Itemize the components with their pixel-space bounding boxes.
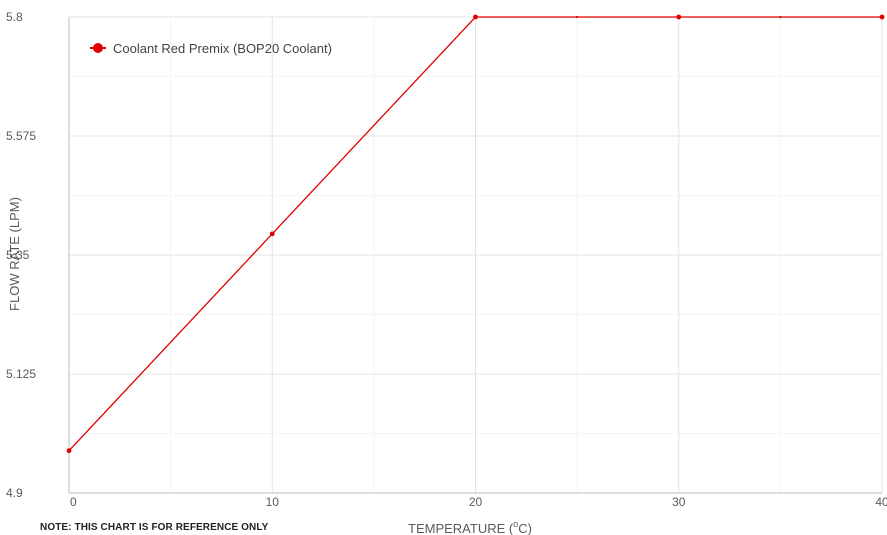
data-point — [676, 14, 682, 20]
y-tick-label: 5.575 — [6, 129, 36, 143]
y-axis-title: FLOW RATE (LPM) — [7, 197, 22, 311]
x-axis-title-unit-open: ( — [509, 521, 514, 535]
series-layer — [66, 14, 885, 454]
tick-labels: 4.9 5.125 5.35 5.575 5.8 0 10 20 30 40 — [6, 10, 887, 509]
data-point — [269, 231, 275, 237]
data-point — [66, 448, 72, 454]
major-gridlines — [69, 16, 883, 493]
x-tick-label: 0 — [70, 495, 77, 509]
x-axis-title-unit-superscript: o — [513, 519, 518, 529]
x-tick-label: 20 — [469, 495, 483, 509]
x-tick-label: 30 — [672, 495, 686, 509]
x-axis-title-unit-close: C) — [518, 521, 532, 535]
reference-note: NOTE: THIS CHART IS FOR REFERENCE ONLY — [40, 522, 269, 533]
legend[interactable]: Coolant Red Premix (BOP20 Coolant) — [90, 41, 332, 56]
y-tick-label: 5.125 — [6, 367, 36, 381]
y-tick-label: 5.35 — [6, 248, 30, 262]
data-point — [779, 15, 782, 19]
x-axis-title: TEMPERATURE (oC) — [408, 519, 532, 535]
y-tick-label: 5.8 — [6, 10, 23, 24]
x-tick-label: 40 — [875, 495, 887, 509]
x-axis-title-main: TEMPERATURE — [408, 521, 506, 535]
data-point — [879, 14, 885, 20]
legend-label: Coolant Red Premix (BOP20 Coolant) — [113, 41, 332, 56]
axes — [68, 17, 882, 494]
data-point — [473, 14, 478, 20]
legend-marker — [93, 43, 103, 53]
y-tick-label: 4.9 — [6, 486, 23, 500]
x-tick-label: 10 — [266, 495, 280, 509]
data-point — [576, 15, 579, 19]
